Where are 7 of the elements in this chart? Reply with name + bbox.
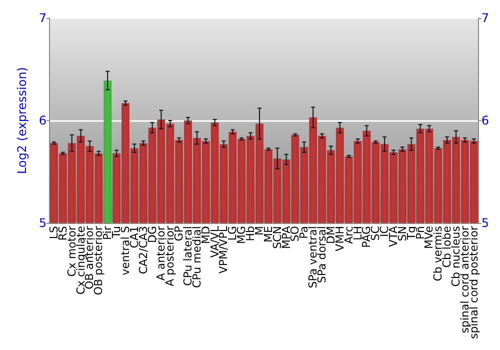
y2-tick-label: 7: [481, 11, 490, 25]
y-tick-label: 5: [38, 216, 47, 230]
y-tick-label: 6: [38, 114, 47, 128]
y-tick-label: 7: [38, 11, 47, 25]
y-axis-title: Log2 (expression): [15, 67, 29, 174]
y2-tick-label: 6: [481, 114, 490, 128]
y2-tick-label: 5: [481, 216, 490, 230]
